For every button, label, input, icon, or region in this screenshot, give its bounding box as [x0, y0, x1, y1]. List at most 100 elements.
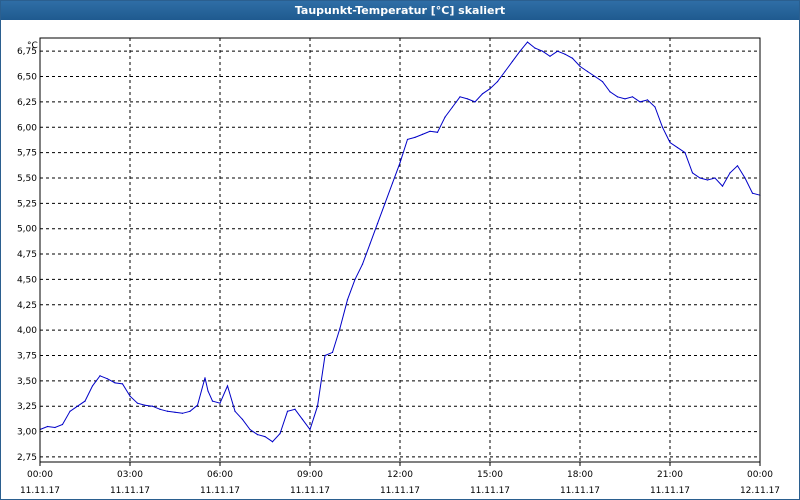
y-tick-label: 6,00: [17, 123, 37, 133]
data-point: [91, 385, 94, 387]
data-point: [699, 177, 701, 179]
data-point: [181, 412, 184, 414]
data-point: [504, 70, 506, 73]
data-point: [729, 172, 731, 174]
x-tick-time: 00:00: [27, 470, 53, 480]
data-point: [399, 162, 401, 164]
data-point: [286, 410, 289, 412]
x-tick-date: 11.11.17: [470, 486, 510, 496]
data-point: [474, 101, 476, 103]
x-tick-date: 11.11.17: [200, 486, 240, 496]
y-tick-label: 4,25: [17, 301, 37, 311]
data-point: [114, 382, 116, 384]
data-point: [301, 418, 304, 420]
data-point: [579, 65, 581, 68]
data-point: [481, 93, 484, 95]
y-tick-label: 6,75: [17, 47, 37, 57]
data-point: [489, 88, 491, 90]
data-point: [249, 428, 251, 431]
data-point: [736, 165, 739, 167]
data-point: [331, 351, 334, 354]
data-point: [196, 404, 199, 406]
data-point: [496, 81, 499, 83]
data-point: [646, 99, 649, 101]
data-point: [609, 91, 611, 93]
data-point: [76, 405, 79, 407]
y-tick-label: 4,00: [17, 326, 37, 336]
data-point: [616, 96, 619, 98]
y-tick-label: 3,25: [17, 402, 37, 412]
x-tick-date: 11.11.17: [110, 486, 150, 496]
data-point: [714, 177, 716, 179]
data-point: [46, 425, 49, 428]
x-tick-time: 18:00: [567, 470, 593, 480]
data-point: [556, 50, 559, 52]
data-point: [279, 432, 281, 435]
data-point: [189, 410, 191, 412]
data-point: [121, 383, 124, 385]
data-point: [129, 395, 131, 397]
x-tick-date: 11.11.17: [290, 486, 330, 496]
x-tick-time: 00:00: [747, 470, 773, 480]
y-tick-label: 5,75: [17, 149, 37, 159]
data-point: [316, 405, 319, 407]
data-point: [414, 136, 416, 139]
x-tick-time: 12:00: [387, 470, 413, 480]
y-tick-label: 2,75: [17, 453, 37, 463]
data-point: [151, 405, 154, 407]
data-point: [369, 243, 371, 245]
data-point: [346, 299, 349, 301]
y-tick-label: 4,50: [17, 275, 37, 285]
data-point: [376, 223, 379, 225]
data-point: [174, 411, 176, 413]
y-tick-label: 6,25: [17, 98, 37, 108]
data-point: [406, 138, 409, 141]
data-point: [661, 126, 664, 128]
data-point: [676, 146, 679, 149]
data-point: [339, 327, 341, 329]
data-point: [639, 101, 641, 103]
data-point: [166, 410, 169, 412]
data-point: [219, 402, 221, 404]
y-tick-label: 4,75: [17, 250, 37, 260]
data-point: [541, 50, 544, 52]
data-point: [594, 75, 596, 78]
data-point: [436, 131, 439, 133]
plot-frame: [39, 37, 761, 463]
x-tick-time: 21:00: [657, 470, 683, 480]
y-tick-label: 6,50: [17, 73, 37, 83]
data-point: [519, 50, 521, 52]
data-point: [526, 41, 529, 43]
data-point: [256, 434, 259, 436]
series-line: [39, 41, 761, 443]
data-point: [264, 436, 266, 438]
data-point: [354, 278, 356, 281]
data-point: [99, 375, 101, 377]
data-point: [391, 182, 394, 184]
data-point: [549, 55, 551, 57]
data-point: [451, 106, 454, 108]
data-point: [69, 410, 71, 412]
data-point: [751, 192, 754, 194]
x-tick-time: 15:00: [477, 470, 503, 480]
data-point: [106, 378, 109, 380]
data-point: [384, 202, 386, 204]
y-axis: 2,75 3,00 3,25 3,50 3,75 4,00 4,25 4,50 4,75 5,00…: [17, 41, 38, 463]
data-point: [631, 96, 634, 98]
y-tick-label: 3,75: [17, 351, 37, 361]
data-point: [54, 426, 56, 429]
data-point: [241, 418, 244, 420]
data-point: [466, 98, 469, 100]
x-tick-date: 11.11.17: [650, 486, 690, 496]
data-point: [444, 116, 446, 118]
y-axis-unit: °C: [27, 41, 38, 51]
data-point: [601, 81, 604, 83]
data-point: [706, 179, 709, 181]
x-tick-date: 11.11.17: [20, 486, 60, 496]
data-point: [744, 177, 746, 179]
window-title: Taupunkt-Temperatur [°C] skaliert: [1, 1, 799, 20]
data-point: [721, 185, 724, 187]
data-point: [691, 172, 694, 174]
x-tick-date: 12.11.17: [740, 486, 780, 496]
data-point: [144, 404, 146, 406]
